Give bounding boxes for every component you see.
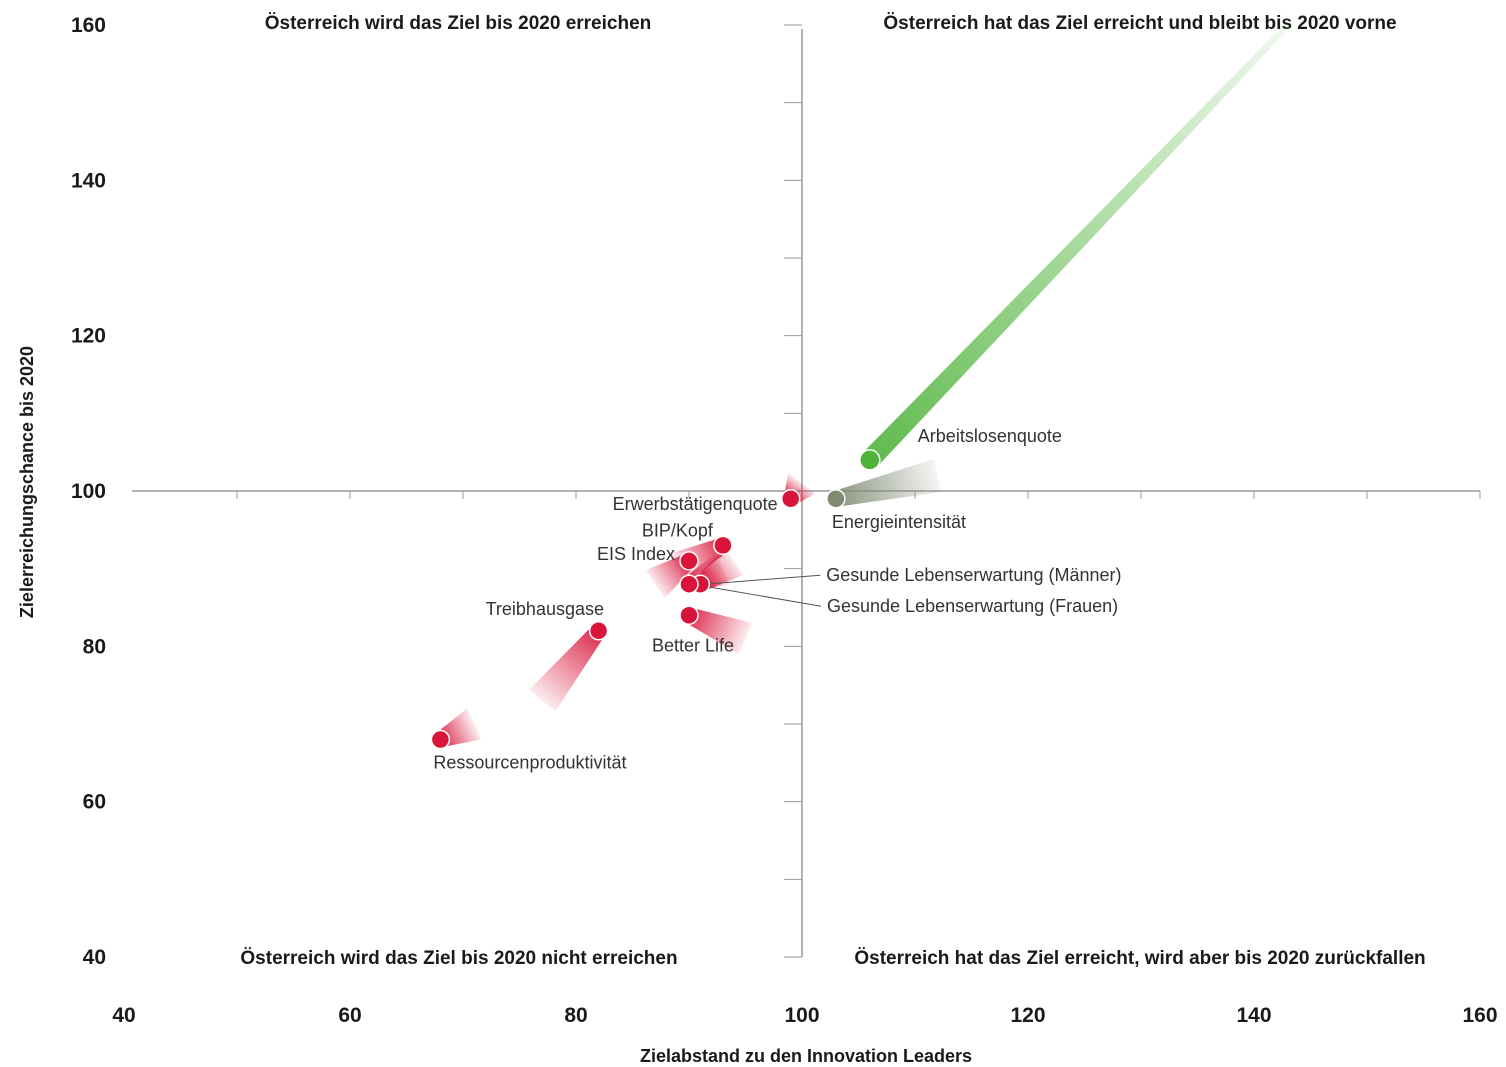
- point-label: Treibhausgase: [486, 599, 604, 619]
- x-tick-label: 160: [1462, 1004, 1497, 1027]
- data-point: [679, 574, 699, 594]
- data-point: [780, 489, 801, 509]
- data-point: [826, 489, 846, 509]
- data-point: [713, 535, 733, 556]
- point-labels: Arbeitslosenquote Energieintensität Erwerb…: [433, 426, 1121, 773]
- label-connector: [704, 574, 821, 585]
- x-tick-label: 100: [784, 1004, 819, 1027]
- data-point: [679, 605, 699, 626]
- y-tick-label: 100: [71, 480, 106, 503]
- trend-tail: [528, 625, 605, 712]
- quadrant-label-bottom-left: Österreich wird das Ziel bis 2020 nicht …: [240, 948, 677, 969]
- point-label: Ressourcenproduktivität: [433, 753, 626, 773]
- x-tick-labels: 40 60 80 100 120 140 160: [112, 1004, 1497, 1027]
- x-tick-label: 120: [1010, 1004, 1045, 1027]
- tick-marks: [236, 24, 1481, 958]
- x-tick-label: 140: [1236, 1004, 1271, 1027]
- x-tick-label: 60: [338, 1004, 361, 1027]
- point-label: Erwerbstätigenquote: [613, 494, 778, 514]
- data-points: [430, 449, 881, 750]
- point-label: Energieintensität: [832, 512, 966, 532]
- point-label: BIP/Kopf: [642, 520, 714, 540]
- x-tick-label: 80: [564, 1004, 587, 1027]
- y-tick-label: 120: [71, 325, 106, 348]
- trend-tail: [862, 22, 1291, 467]
- y-tick-label: 160: [71, 14, 106, 37]
- data-point: [679, 551, 699, 571]
- data-point: [588, 621, 609, 641]
- y-tick-label: 60: [83, 791, 106, 814]
- point-label: EIS Index: [597, 544, 675, 564]
- trend-tail: [834, 458, 942, 507]
- x-tick-label: 40: [112, 1004, 135, 1027]
- y-axis-title: Zielerreichungschance bis 2020: [17, 346, 37, 618]
- point-label: Better Life: [652, 635, 734, 655]
- y-tick-labels: 40 60 80 100 120 140 160: [71, 14, 106, 969]
- point-label: Gesunde Lebenserwartung (Männer): [826, 565, 1121, 585]
- point-label: Gesunde Lebenserwartung (Frauen): [827, 596, 1118, 616]
- label-connectors: [692, 574, 822, 607]
- data-point: [859, 449, 881, 471]
- quadrant-label-top-left: Österreich wird das Ziel bis 2020 erreic…: [265, 13, 652, 34]
- trend-tail: [686, 607, 752, 655]
- quadrant-label-top-right: Österreich hat das Ziel erreicht und ble…: [883, 13, 1396, 34]
- y-tick-label: 80: [83, 635, 106, 658]
- y-tick-label: 40: [83, 946, 106, 969]
- y-tick-label: 140: [71, 169, 106, 192]
- label-connector: [692, 583, 822, 607]
- trend-tails: [437, 22, 1291, 747]
- x-axis-title: Zielabstand zu den Innovation Leaders: [640, 1046, 972, 1066]
- data-point: [430, 729, 451, 750]
- quadrant-label-bottom-right: Österreich hat das Ziel erreicht, wird a…: [854, 948, 1425, 969]
- point-label: Arbeitslosenquote: [918, 426, 1062, 446]
